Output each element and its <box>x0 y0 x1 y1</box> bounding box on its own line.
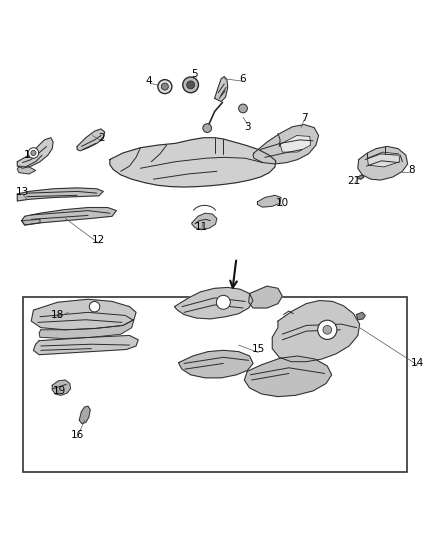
Polygon shape <box>358 175 364 179</box>
Polygon shape <box>21 207 117 225</box>
Polygon shape <box>253 125 318 164</box>
Text: 19: 19 <box>53 386 66 396</box>
Polygon shape <box>272 301 360 362</box>
Bar <box>22 297 407 472</box>
Polygon shape <box>192 213 217 229</box>
Text: 14: 14 <box>411 358 424 368</box>
Circle shape <box>203 124 212 133</box>
Polygon shape <box>258 195 281 207</box>
Circle shape <box>28 148 39 158</box>
Polygon shape <box>79 406 90 424</box>
Text: 1: 1 <box>24 150 30 160</box>
Polygon shape <box>179 350 253 378</box>
Polygon shape <box>31 299 136 330</box>
Polygon shape <box>21 220 40 225</box>
Circle shape <box>158 79 172 94</box>
Polygon shape <box>17 138 53 168</box>
Polygon shape <box>280 135 311 152</box>
Circle shape <box>318 320 337 340</box>
Text: 5: 5 <box>192 69 198 79</box>
Circle shape <box>323 326 332 334</box>
Polygon shape <box>358 147 408 180</box>
Text: 11: 11 <box>195 222 208 232</box>
Text: 21: 21 <box>348 176 361 187</box>
Circle shape <box>161 83 168 90</box>
Text: 16: 16 <box>71 430 84 440</box>
Text: 8: 8 <box>408 165 414 175</box>
Polygon shape <box>39 320 134 338</box>
Polygon shape <box>357 312 365 320</box>
Text: 15: 15 <box>252 344 265 354</box>
Polygon shape <box>249 286 283 308</box>
Text: 12: 12 <box>92 235 106 245</box>
Circle shape <box>216 295 230 309</box>
Circle shape <box>183 77 198 93</box>
Text: 2: 2 <box>98 133 104 143</box>
Text: 7: 7 <box>301 113 307 123</box>
Polygon shape <box>367 152 400 167</box>
Polygon shape <box>77 129 105 151</box>
Polygon shape <box>174 287 253 319</box>
Polygon shape <box>110 138 276 187</box>
Polygon shape <box>244 356 332 397</box>
Text: 13: 13 <box>16 187 29 197</box>
Polygon shape <box>215 77 228 101</box>
Text: 18: 18 <box>51 310 64 319</box>
Circle shape <box>31 150 36 156</box>
Polygon shape <box>17 188 103 201</box>
Circle shape <box>187 81 194 89</box>
Text: 6: 6 <box>240 74 246 84</box>
Circle shape <box>239 104 247 113</box>
Polygon shape <box>33 335 138 354</box>
Polygon shape <box>17 166 35 174</box>
Text: 4: 4 <box>146 76 152 86</box>
Circle shape <box>89 302 100 312</box>
Text: 10: 10 <box>276 198 289 208</box>
Text: 3: 3 <box>244 122 251 132</box>
Polygon shape <box>52 380 71 395</box>
